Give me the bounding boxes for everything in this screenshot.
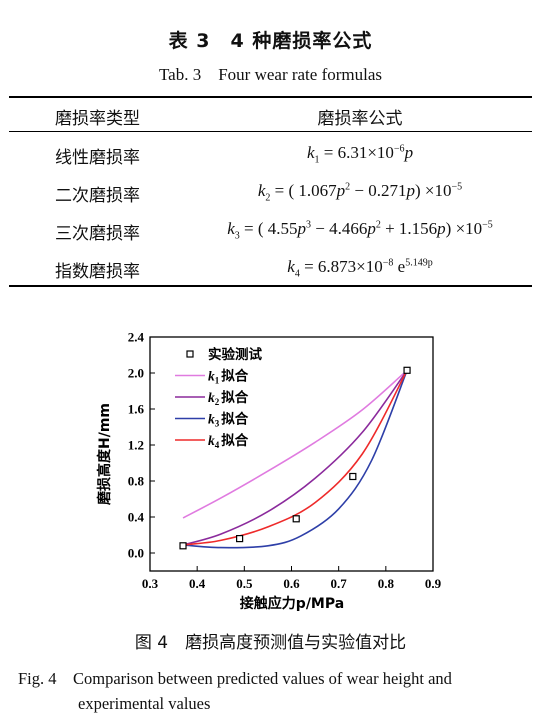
table-header-rule xyxy=(9,131,532,132)
x-tick-label: 0.5 xyxy=(236,576,253,591)
y-tick-label: 2.0 xyxy=(128,366,144,381)
x-tick-label: 0.3 xyxy=(142,576,159,591)
table-title: 表 3 4 种磨损率公式 xyxy=(168,30,373,52)
y-tick-label: 0.0 xyxy=(128,546,144,561)
row-type-quadratic: 二次磨损率 xyxy=(55,186,140,206)
legend-label-k4: k4 拟合 xyxy=(208,432,249,450)
series-line-k2 xyxy=(182,369,408,546)
y-tick-label: 1.6 xyxy=(128,402,145,417)
x-tick-label: 0.9 xyxy=(425,576,442,591)
experimental-point xyxy=(236,535,244,543)
figure-caption: 图 4 磨损高度预测值与实验值对比 xyxy=(134,633,407,653)
formula-quadratic: k2 = ( 1.067p2 − 0.271p) ×10−5 xyxy=(257,181,463,204)
plot-frame xyxy=(149,336,434,572)
formula-cubic: k3 = ( 4.55p3 − 4.466p2 + 1.156p) ×10−5 xyxy=(227,219,493,242)
experimental-point xyxy=(292,515,300,523)
table-bottom-rule xyxy=(9,285,532,287)
table-top-rule xyxy=(9,96,532,98)
formula-exponential: k4 = 6.873×10−8 e5.149p xyxy=(287,257,433,280)
row-type-cubic: 三次磨损率 xyxy=(55,224,140,244)
experimental-point xyxy=(403,366,411,374)
figure-caption-english-line2: experimental values xyxy=(78,694,211,713)
y-tick-label: 0.4 xyxy=(128,510,145,525)
legend-label-k2: k2 拟合 xyxy=(208,389,249,407)
y-tick-label: 0.8 xyxy=(128,474,145,489)
formula-linear: k1 = 6.31×10−6p xyxy=(306,143,414,166)
legend-label-k1: k1 拟合 xyxy=(208,368,249,386)
header-type: 磨损率类型 xyxy=(55,109,140,129)
x-tick-label: 0.6 xyxy=(283,576,300,591)
experimental-point xyxy=(179,542,187,550)
wear-height-chart: 0.3 0.4 0.5 0.6 0.7 0.8 0.9 0.0 0.4 0.8 1.2 1.6 2.0 2… xyxy=(96,330,442,613)
row-type-exponential: 指数磨损率 xyxy=(55,262,140,282)
figure-caption-english-line1: Fig. 4 Comparison between predicted valu… xyxy=(18,669,452,688)
row-type-linear: 线性磨损率 xyxy=(55,148,140,168)
series-line-k1 xyxy=(182,369,408,519)
x-axis-label: 接触应力p/MPa xyxy=(240,595,344,612)
legend-label-experimental: 实验测试 xyxy=(208,346,262,363)
table-title-english: Tab. 3 Four wear rate formulas xyxy=(158,65,383,84)
experimental-point xyxy=(349,472,357,481)
y-tick-label: 1.2 xyxy=(128,438,144,453)
x-tick-label: 0.7 xyxy=(331,576,348,591)
series-line-k4 xyxy=(182,369,408,546)
series-line-k3 xyxy=(182,370,408,549)
legend-label-k3: k3 拟合 xyxy=(208,411,249,429)
x-tick-label: 0.8 xyxy=(378,576,395,591)
y-tick-label: 2.4 xyxy=(128,330,145,345)
x-tick-label: 0.4 xyxy=(189,576,206,591)
header-formula: 磨损率公式 xyxy=(317,109,403,128)
y-axis-label: 磨损高度H/mm xyxy=(96,403,113,505)
legend-marker-experimental xyxy=(186,350,194,358)
